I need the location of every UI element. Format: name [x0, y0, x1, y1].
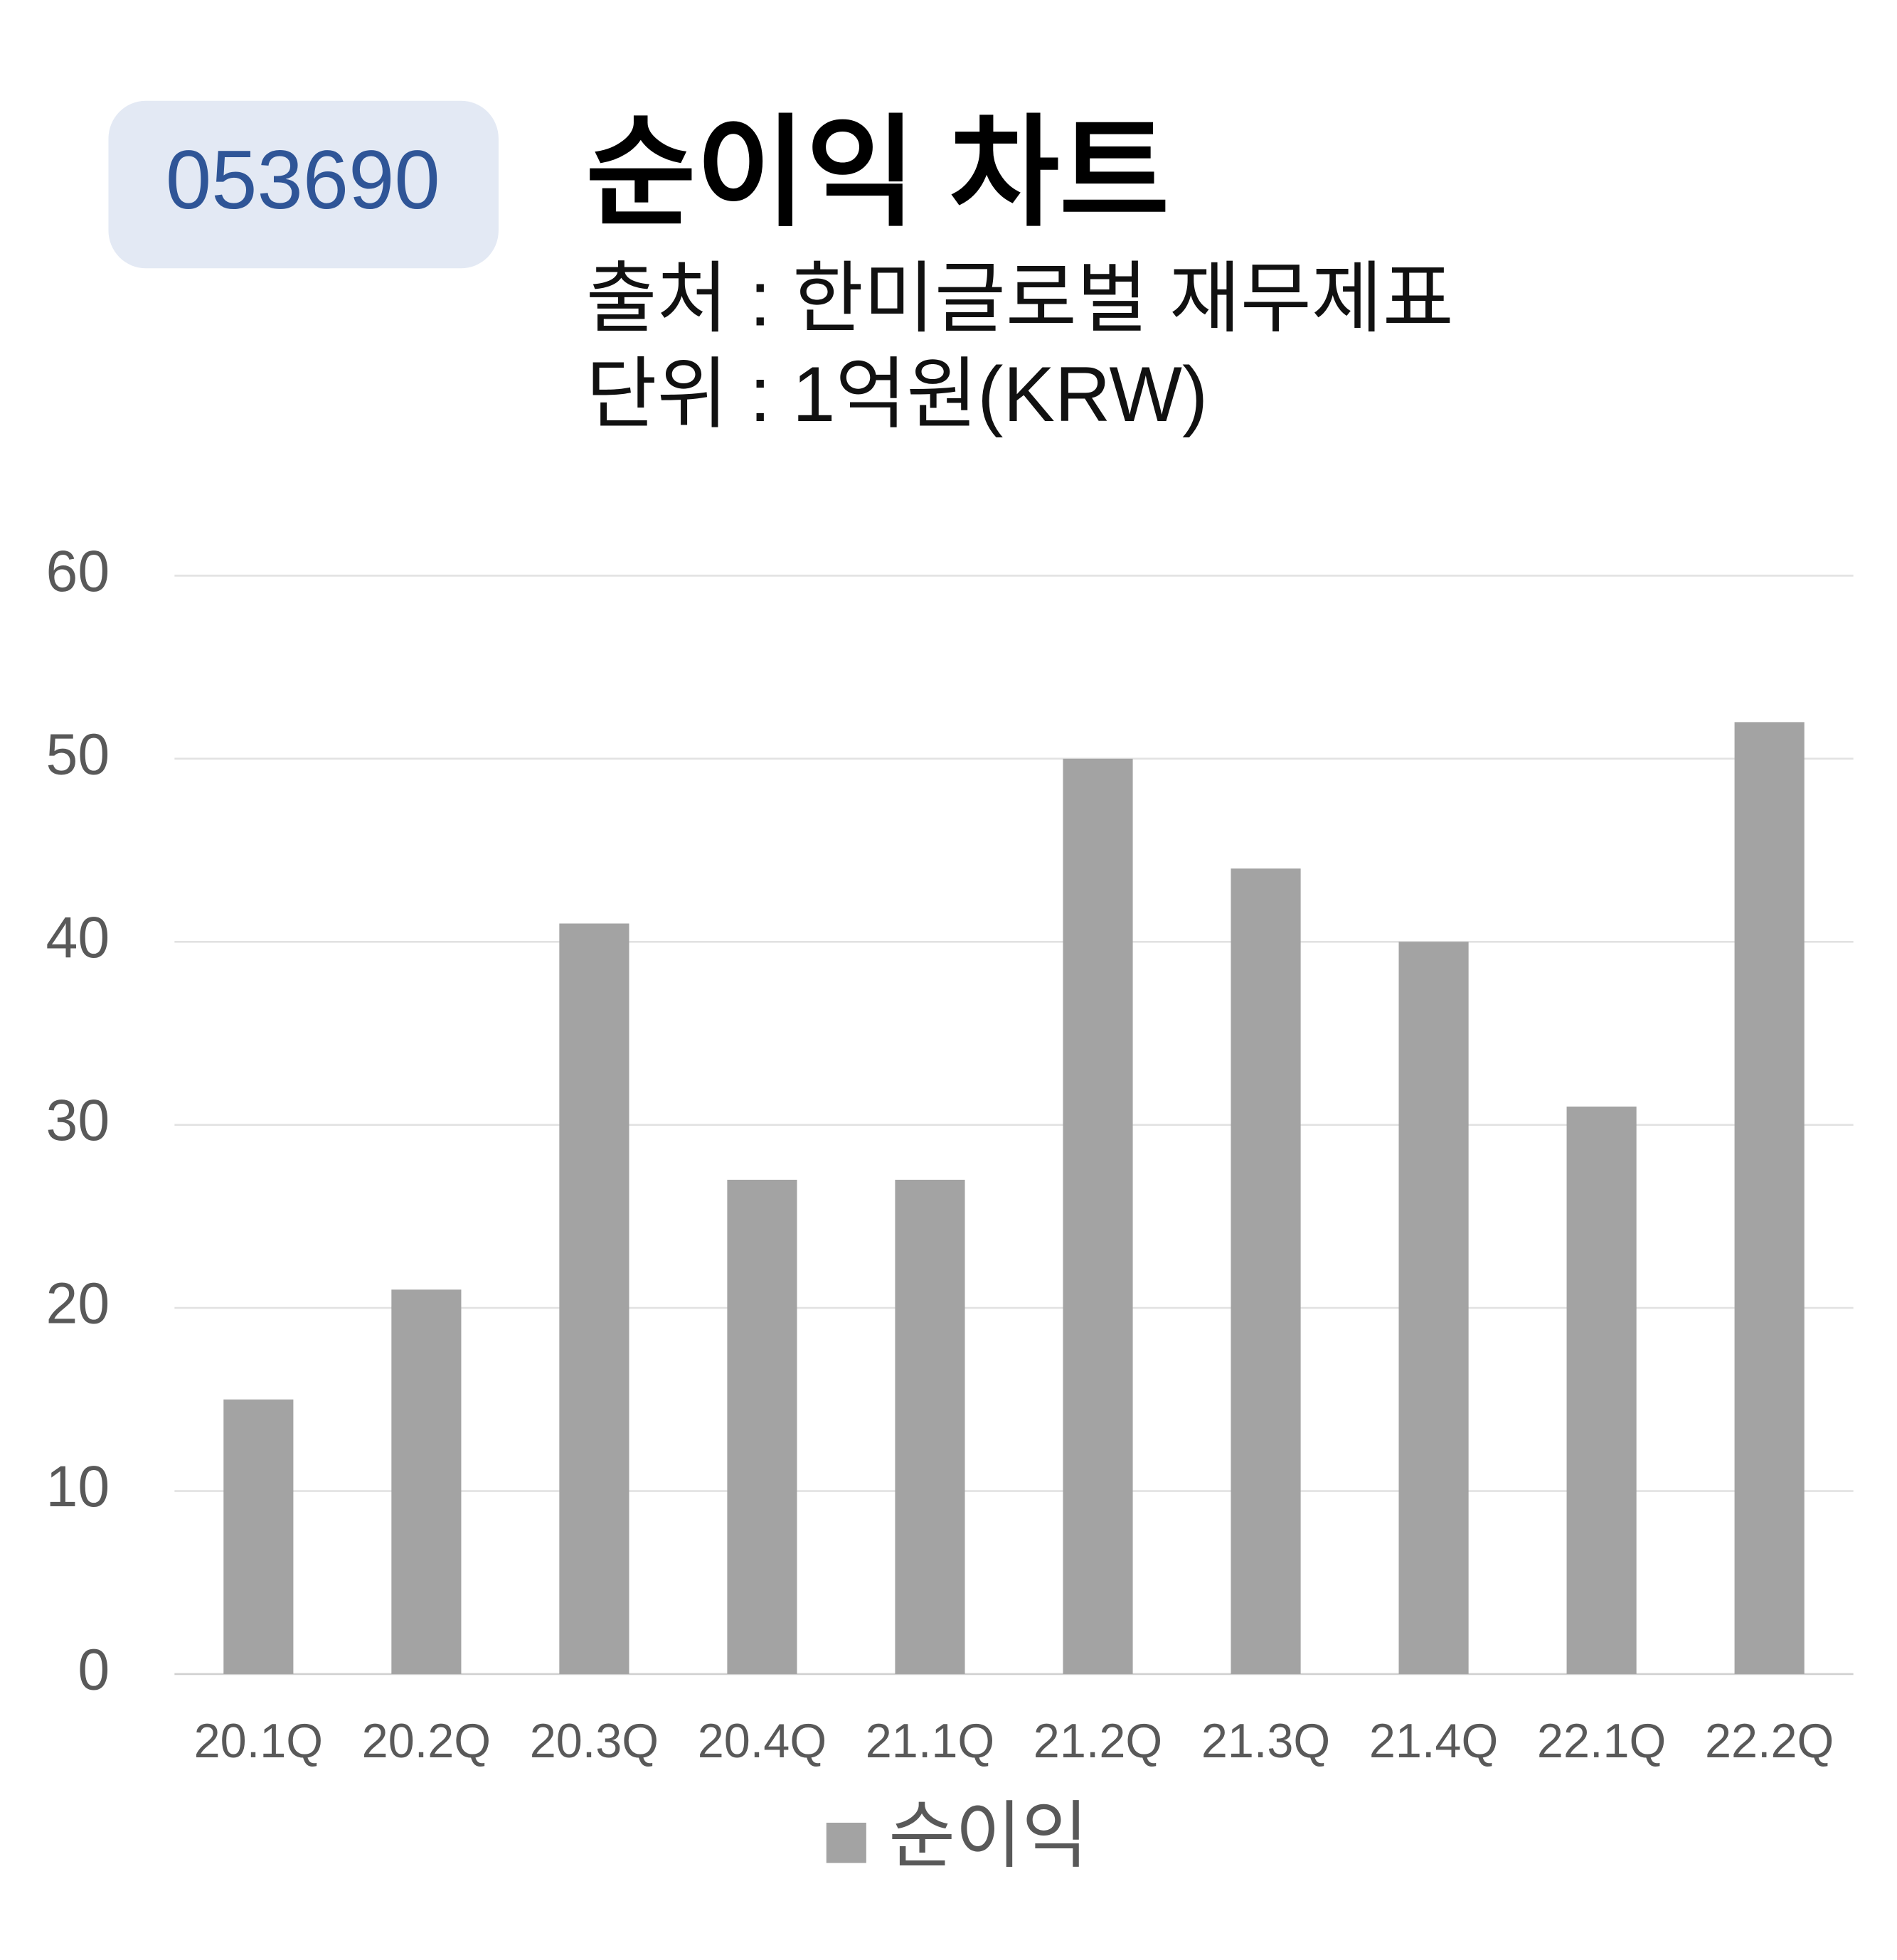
y-tick-label: 60	[46, 540, 110, 604]
x-tick-label: 22.2Q	[1705, 1715, 1834, 1768]
bar	[1734, 722, 1805, 1674]
badge: 053690	[166, 133, 440, 226]
bar	[727, 1179, 797, 1674]
bar	[559, 923, 629, 1674]
y-tick-label: 50	[46, 723, 110, 787]
y-tick-label: 30	[46, 1089, 110, 1153]
badge-box	[108, 100, 499, 269]
x-tick-label: 21.3Q	[1201, 1715, 1330, 1768]
x-tick-label: 20.3Q	[530, 1715, 659, 1768]
bar	[1398, 942, 1469, 1674]
chart-title: 순이익 차트	[586, 105, 1170, 240]
y-tick-label: 0	[78, 1638, 110, 1702]
bar	[1566, 1106, 1637, 1674]
x-tick-label: 20.4Q	[698, 1715, 827, 1768]
bar	[1231, 868, 1301, 1674]
subtitle: 출처 : 한미글로벌 재무제표	[586, 255, 1454, 343]
legend-label: 순이익	[888, 1794, 1088, 1877]
y-tick-label: 20	[46, 1272, 110, 1336]
x-tick-label: 20.1Q	[194, 1715, 323, 1768]
x-tick-label: 21.1Q	[866, 1715, 994, 1768]
x-tick-label: 20.2Q	[362, 1715, 491, 1768]
x-tick-label: 22.1Q	[1537, 1715, 1666, 1768]
y-tick-label: 40	[46, 905, 110, 969]
x-tick-label: 21.2Q	[1033, 1715, 1162, 1768]
y-tick-label: 10	[46, 1455, 110, 1519]
bar	[895, 1179, 965, 1674]
subtitle: 단위 : 1억원(KRW)	[586, 351, 1208, 439]
legend-swatch	[826, 1822, 866, 1863]
bar	[1063, 758, 1133, 1674]
x-tick-label: 21.4Q	[1369, 1715, 1498, 1768]
bar	[391, 1289, 462, 1674]
bar	[223, 1399, 294, 1674]
